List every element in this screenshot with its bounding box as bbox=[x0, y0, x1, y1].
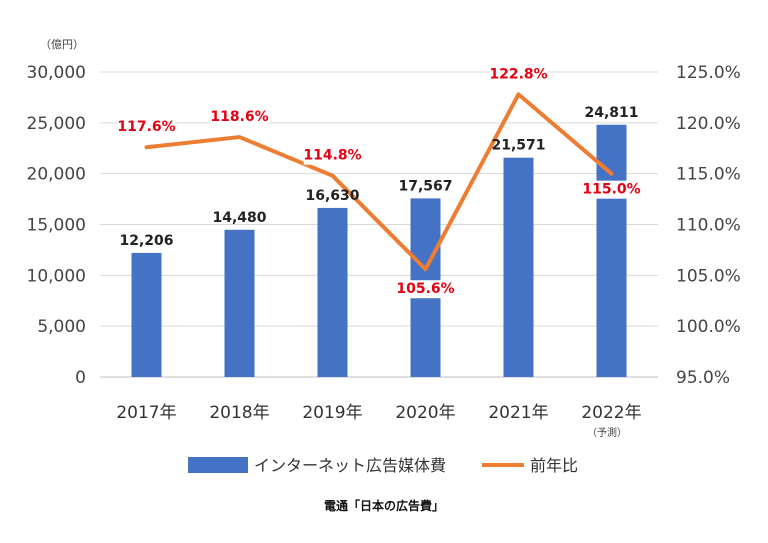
line-label-background bbox=[117, 118, 176, 137]
line-label-background bbox=[303, 146, 362, 165]
line-value-label: 105.6% bbox=[396, 281, 454, 297]
line-path bbox=[144, 92, 614, 272]
left-axis-ticks: 0 5,000 10,000 15,000 20,000 25,000 30,000 bbox=[27, 63, 86, 388]
left-axis-unit: （億円） bbox=[40, 38, 84, 51]
right-axis-tick-label: 125.0% bbox=[676, 63, 741, 83]
line-value-label: 122.8% bbox=[489, 66, 547, 82]
legend-swatch-bar bbox=[188, 457, 248, 473]
bar-value-label: 24,811 bbox=[584, 105, 638, 121]
x-axis-tick-label: 2021年 bbox=[488, 403, 548, 423]
x-axis-tick-label: 2017年 bbox=[116, 403, 176, 423]
line-point bbox=[424, 267, 427, 271]
line-point bbox=[517, 92, 520, 96]
line-label-background bbox=[396, 280, 455, 299]
legend: インターネット広告媒体費 前年比 bbox=[188, 456, 578, 475]
category-note: （予測） bbox=[587, 426, 627, 439]
left-axis-tick-label: 20,000 bbox=[27, 165, 86, 185]
line-label-background bbox=[582, 180, 641, 199]
right-axis-tick-label: 95.0% bbox=[676, 368, 730, 388]
line-point bbox=[238, 135, 241, 139]
left-axis-tick-label: 5,000 bbox=[37, 317, 86, 337]
source-note: 電通「日本の広告費」 bbox=[324, 498, 444, 513]
bar-value-label: 17,567 bbox=[398, 178, 452, 194]
left-axis-tick-label: 15,000 bbox=[27, 216, 86, 236]
bar bbox=[224, 229, 255, 377]
line-point bbox=[331, 174, 334, 178]
x-axis-tick-label: 2022年 bbox=[581, 403, 641, 423]
right-axis-tick-label: 115.0% bbox=[676, 165, 741, 185]
right-axis-tick-label: 100.0% bbox=[676, 317, 741, 337]
bar-series bbox=[131, 124, 627, 377]
x-axis-ticks: 2017年 2018年 2019年 2020年 2021年 2022年 bbox=[116, 403, 641, 423]
line-label-background bbox=[210, 108, 269, 127]
bar bbox=[317, 207, 348, 377]
right-axis-ticks: 95.0% 100.0% 105.0% 110.0% 115.0% 120.0% 125.0… bbox=[676, 63, 741, 388]
left-axis-tick-label: 25,000 bbox=[27, 114, 86, 134]
line-value-label: 115.0% bbox=[582, 182, 640, 198]
line-value-label: 118.6% bbox=[210, 109, 268, 125]
right-axis-tick-label: 105.0% bbox=[676, 266, 741, 286]
left-axis-tick-label: 10,000 bbox=[27, 266, 86, 286]
legend-label-bar: インターネット広告媒体費 bbox=[254, 456, 446, 475]
x-axis-tick-label: 2018年 bbox=[209, 403, 269, 423]
left-axis-tick-label: 30,000 bbox=[27, 63, 86, 83]
x-axis-tick-label: 2020年 bbox=[395, 403, 455, 423]
x-axis-tick-label: 2019年 bbox=[302, 403, 362, 423]
line-value-label: 114.8% bbox=[303, 148, 361, 164]
right-axis-tick-label: 120.0% bbox=[676, 114, 741, 134]
line-point bbox=[145, 145, 148, 149]
line-data-labels: 117.6% 118.6% 114.8% 105.6% 122.8% 115.0% bbox=[117, 65, 641, 299]
line-label-background bbox=[489, 65, 548, 84]
right-axis-tick-label: 110.0% bbox=[676, 216, 741, 236]
bar-value-label: 16,630 bbox=[305, 188, 359, 204]
left-axis-tick-label: 0 bbox=[75, 368, 86, 388]
line-series bbox=[144, 92, 614, 272]
legend-label-line: 前年比 bbox=[530, 456, 578, 475]
bar-value-label: 14,480 bbox=[212, 210, 266, 226]
bar-value-label: 12,206 bbox=[119, 233, 173, 249]
bar bbox=[131, 252, 162, 377]
bar bbox=[503, 157, 534, 377]
line-value-label: 117.6% bbox=[117, 119, 175, 135]
bar-data-labels: 12,206 14,480 16,630 17,567 21,571 24,811 bbox=[119, 105, 638, 249]
gridlines bbox=[100, 71, 658, 378]
line-point bbox=[610, 172, 613, 176]
bar-value-label: 21,571 bbox=[491, 138, 545, 154]
